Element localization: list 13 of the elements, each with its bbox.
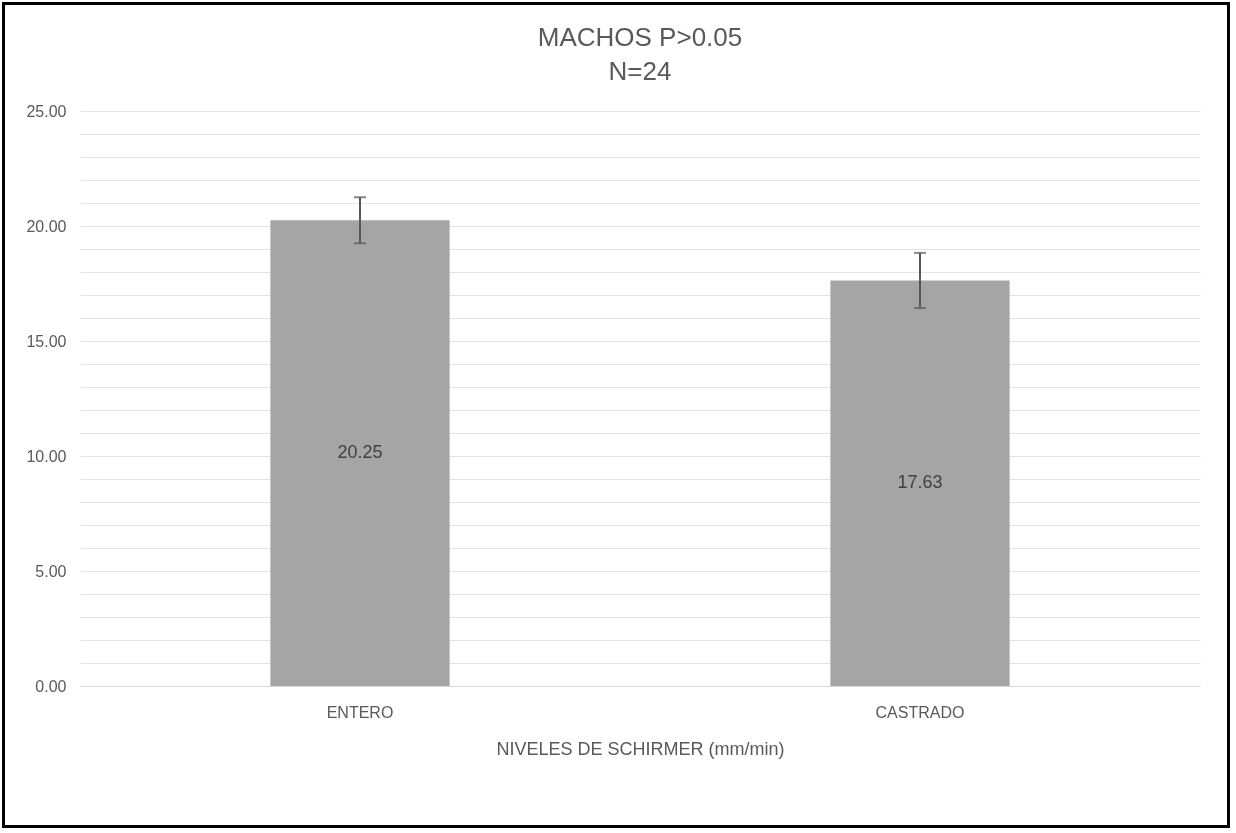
chart-title: MACHOS P>0.05 — [537, 22, 743, 52]
x-tick-label: CASTRADO — [875, 703, 965, 721]
y-tick-label: 20.00 — [26, 217, 67, 235]
y-tick-label: 0.00 — [35, 677, 67, 695]
y-tick-label: 15.00 — [26, 332, 67, 350]
data-label: 20.25 — [337, 442, 383, 463]
y-tick-label: 5.00 — [35, 562, 67, 580]
chart-subtitle: N=24 — [608, 56, 672, 86]
x-axis-title: NIVELES DE SCHIRMER (mm/min) — [496, 738, 785, 759]
y-tick-label: 10.00 — [26, 447, 67, 465]
y-tick-label: 25.00 — [26, 102, 67, 120]
x-tick-label: ENTERO — [326, 703, 394, 721]
data-label: 17.63 — [897, 472, 943, 493]
